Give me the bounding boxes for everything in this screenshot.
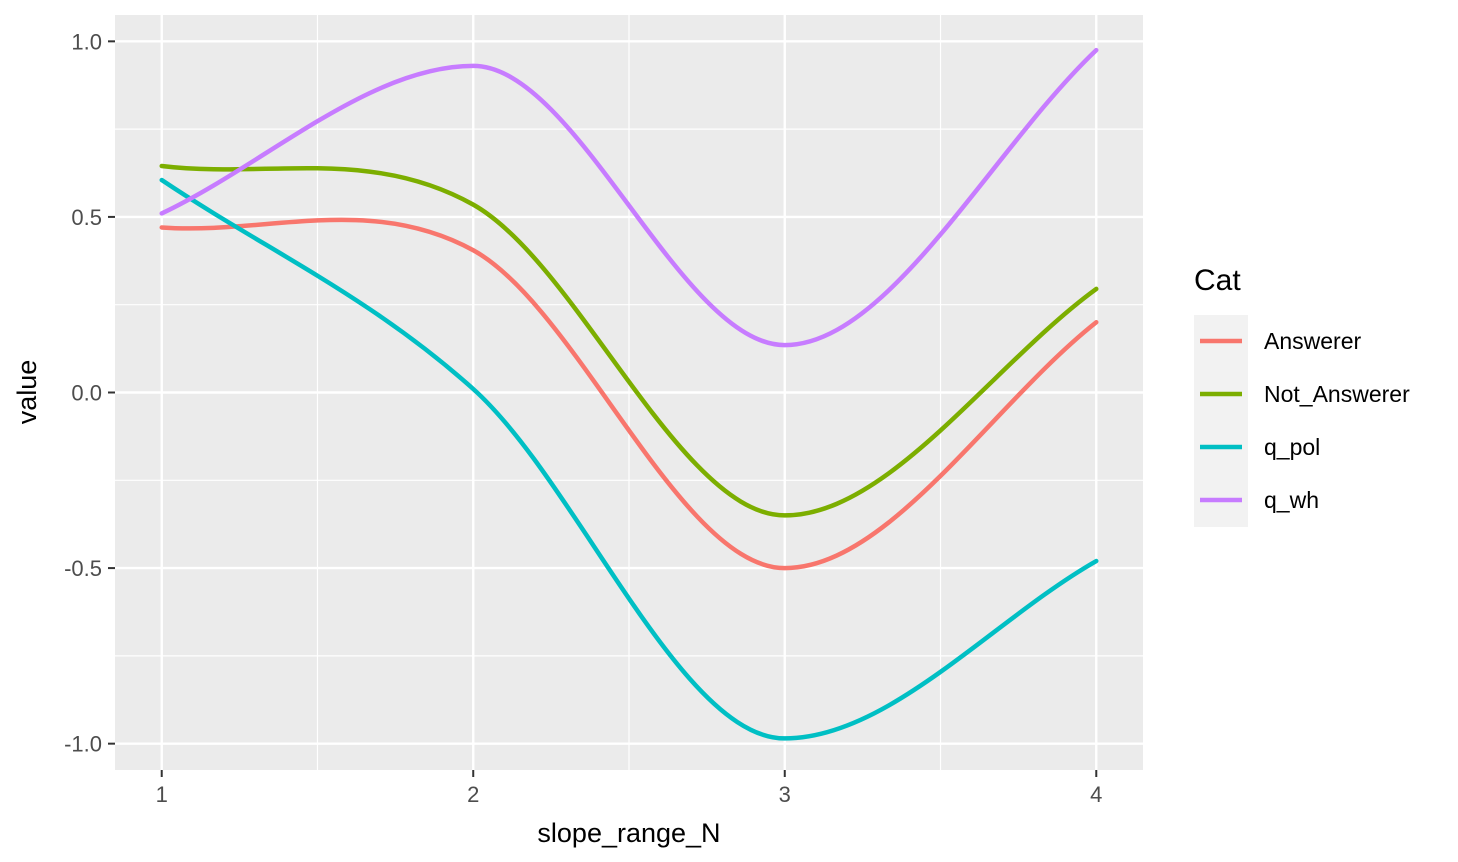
- x-tick-label: 1: [156, 782, 168, 807]
- y-axis-title: value: [12, 360, 42, 425]
- legend-label-not-answerer: Not_Answerer: [1264, 381, 1410, 407]
- x-axis-title: slope_range_N: [537, 818, 720, 848]
- y-axis: -1.0 -0.5 0.0 0.5 1.0: [64, 29, 115, 757]
- grid-layer: [115, 15, 1143, 770]
- legend-label-q-wh: q_wh: [1264, 487, 1319, 513]
- y-tick-label: -1.0: [64, 732, 102, 757]
- series-line-q-pol: [159, 177, 1099, 741]
- legend-key-background: [1194, 315, 1248, 527]
- legend-label-answerer: Answerer: [1264, 328, 1361, 354]
- x-tick-label: 4: [1090, 782, 1102, 807]
- legend-label-q-pol: q_pol: [1264, 434, 1320, 460]
- x-axis: 1 2 3 4: [156, 770, 1102, 807]
- x-tick-label: 3: [779, 782, 791, 807]
- series-line-not-answerer: [159, 163, 1099, 518]
- y-tick-label: -0.5: [64, 556, 102, 581]
- y-tick-label: 1.0: [71, 29, 102, 54]
- legend-items: Answerer Not_Answerer q_pol q_wh: [1200, 328, 1410, 513]
- legend: Cat Answerer Not_Answerer q_pol q_wh: [1194, 264, 1410, 527]
- series-layer: [159, 47, 1099, 741]
- y-tick-label: 0.0: [71, 381, 102, 406]
- series-line-q-wh: [159, 47, 1099, 348]
- x-tick-label: 2: [467, 782, 479, 807]
- y-tick-label: 0.5: [71, 205, 102, 230]
- series-line-answerer: [159, 217, 1099, 571]
- legend-title: Cat: [1194, 264, 1241, 297]
